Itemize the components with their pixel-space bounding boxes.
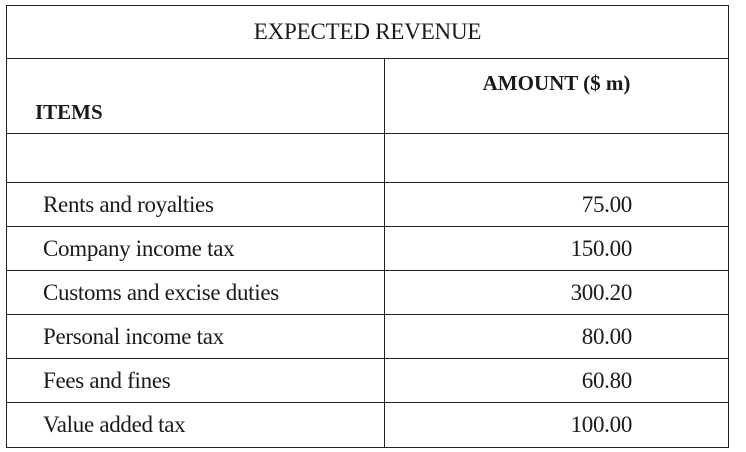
- amount-cell: 75.00: [383, 182, 730, 227]
- amount-cell: 80.00: [383, 314, 730, 359]
- item-cell: Rents and royalties: [6, 182, 385, 227]
- table-title-row: EXPECTED REVENUE: [5, 5, 730, 59]
- table-row: Company income tax 150.00: [6, 226, 730, 271]
- item-cell: Personal income tax: [6, 314, 385, 359]
- table-row: Fees and fines 60.80: [6, 358, 730, 403]
- amount-column-header: AMOUNT ($ m): [383, 58, 730, 134]
- item-cell: Fees and fines: [6, 358, 385, 403]
- table-row: Customs and excise duties 300.20: [6, 270, 730, 315]
- item-cell: Company income tax: [6, 226, 385, 271]
- amount-cell: 100.00: [383, 402, 730, 448]
- table-header-row: ITEMS AMOUNT ($ m): [6, 58, 730, 134]
- item-cell: Value added tax: [6, 402, 385, 448]
- table-row: Personal income tax 80.00: [6, 314, 730, 359]
- expected-revenue-table: EXPECTED REVENUE ITEMS AMOUNT ($ m) Rent…: [5, 5, 730, 448]
- empty-cell: [383, 133, 730, 183]
- empty-row: [6, 133, 730, 183]
- table-row: Rents and royalties 75.00: [6, 182, 730, 227]
- empty-cell: [6, 133, 385, 183]
- items-column-header: ITEMS: [6, 58, 385, 134]
- document-page: EXPECTED REVENUE ITEMS AMOUNT ($ m) Rent…: [5, 5, 736, 448]
- amount-cell: 150.00: [383, 226, 730, 271]
- amount-cell: 60.80: [383, 358, 730, 403]
- amount-cell: 300.20: [383, 270, 730, 315]
- item-cell: Customs and excise duties: [6, 270, 385, 315]
- table-title: EXPECTED REVENUE: [5, 5, 730, 59]
- table-row: Value added tax 100.00: [6, 402, 730, 448]
